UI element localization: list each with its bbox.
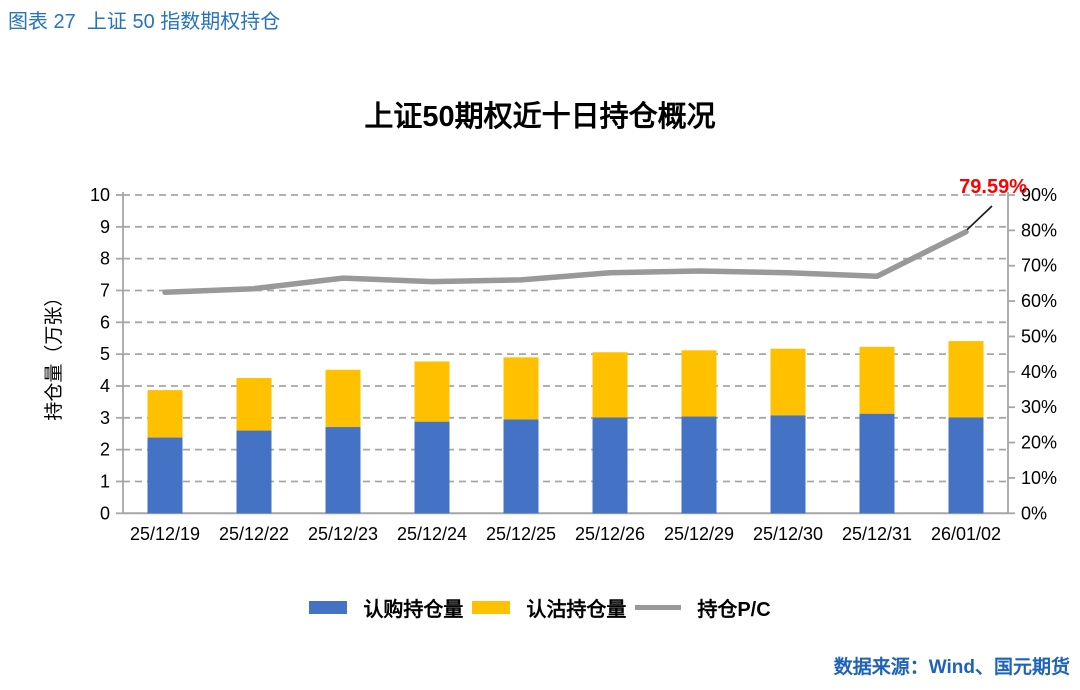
bar-call-segment	[325, 427, 361, 514]
legend-item-put: 认沽持仓量	[472, 593, 626, 622]
bar-put-segment	[503, 357, 539, 420]
legend-label-put: 认沽持仓量	[526, 598, 627, 621]
bar-put-segment	[681, 350, 717, 417]
chart-legend: 认购持仓量 认沽持仓量 持仓P/C	[0, 592, 1080, 622]
left-axis-title: 持仓量（万张）	[43, 288, 65, 421]
x-axis-tick-label: 25/12/30	[753, 524, 823, 544]
right-axis-tick-label: 90%	[1021, 185, 1057, 205]
bar-call-segment	[681, 416, 717, 514]
right-axis-tick-label: 0%	[1021, 503, 1047, 523]
put-series-swatch	[472, 600, 511, 614]
left-axis-tick-label: 6	[100, 312, 110, 332]
left-axis-tick-label: 5	[100, 344, 110, 364]
right-axis-tick-label: 60%	[1021, 291, 1057, 311]
bar-put-segment	[236, 378, 272, 431]
left-axis-tick-label: 3	[100, 408, 110, 428]
x-axis-tick-label: 25/12/22	[219, 524, 289, 544]
bar-call-segment	[770, 415, 806, 514]
legend-label-call: 认购持仓量	[363, 598, 464, 621]
bar-put-segment	[414, 361, 450, 422]
x-axis-tick-label: 25/12/24	[397, 524, 467, 544]
bar-put-segment	[325, 369, 361, 428]
right-axis-tick-label: 20%	[1021, 433, 1057, 453]
left-axis-tick-label: 2	[100, 440, 110, 460]
bar-call-segment	[859, 413, 895, 514]
legend-item-pc-line: 持仓P/C	[635, 593, 771, 622]
bar-call-segment	[147, 437, 183, 514]
left-axis-tick-label: 10	[90, 185, 110, 205]
right-axis-tick-label: 50%	[1021, 326, 1057, 346]
data-source-note: 数据来源：Wind、国元期货	[833, 657, 1070, 678]
right-axis-tick-label: 10%	[1021, 468, 1057, 488]
left-axis-tick-label: 7	[100, 280, 110, 300]
pc-annotation-label: 79.59%	[959, 176, 1027, 198]
bar-call-segment	[414, 421, 450, 514]
x-axis-tick-label: 25/12/29	[664, 524, 734, 544]
chart-title: 上证50期权近十日持仓概况	[364, 101, 716, 133]
pc-ratio-line	[162, 229, 969, 296]
left-axis-tick-label: 4	[100, 376, 110, 396]
call-series-swatch	[309, 600, 348, 614]
bar-call-segment	[948, 417, 984, 514]
bar-put-segment	[859, 346, 895, 414]
legend-label-pc: 持仓P/C	[697, 598, 771, 621]
x-axis-tick-label: 26/01/02	[931, 524, 1001, 544]
left-axis-tick-label: 0	[100, 503, 110, 523]
bar-put-segment	[948, 341, 984, 418]
bar-call-segment	[503, 419, 539, 514]
x-axis-tick-label: 25/12/19	[130, 524, 200, 544]
x-axis-tick-label: 25/12/26	[575, 524, 645, 544]
pc-line-swatch	[635, 604, 682, 610]
bar-put-segment	[592, 352, 628, 418]
x-axis-tick-label: 25/12/31	[842, 524, 912, 544]
figure-caption: 图表 27 上证 50 指数期权持仓	[8, 11, 281, 33]
bar-put-segment	[147, 390, 183, 438]
right-axis-tick-label: 80%	[1021, 220, 1057, 240]
bar-put-segment	[770, 348, 806, 416]
bar-call-segment	[592, 417, 628, 514]
left-axis-tick-label: 9	[100, 217, 110, 237]
left-axis-tick-label: 1	[100, 471, 110, 491]
x-axis-tick-label: 25/12/25	[486, 524, 556, 544]
annotation-leader-line	[966, 205, 993, 231]
right-axis-tick-label: 30%	[1021, 397, 1057, 417]
right-axis-tick-label: 40%	[1021, 362, 1057, 382]
bar-call-segment	[236, 430, 272, 514]
left-axis-tick-label: 8	[100, 249, 110, 269]
legend-item-call: 认购持仓量	[309, 593, 463, 622]
x-axis-tick-label: 25/12/23	[308, 524, 378, 544]
right-axis-tick-label: 70%	[1021, 256, 1057, 276]
